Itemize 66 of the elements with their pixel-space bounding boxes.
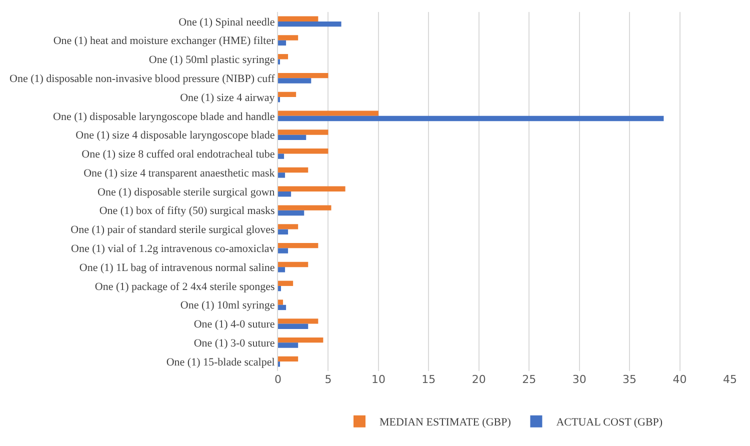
y-tick-label: One (1) size 8 cuffed oral endotracheal tube (82, 148, 275, 161)
y-tick-label: One (1) 4-0 suture (194, 318, 275, 331)
x-tick-label: 5 (324, 373, 332, 386)
bar (278, 167, 308, 173)
bar (278, 286, 282, 292)
bar (278, 267, 286, 272)
bar (278, 130, 328, 135)
bar (278, 116, 664, 122)
x-tick-label: 45 (723, 373, 737, 386)
bar (278, 342, 298, 348)
bar (278, 72, 328, 78)
x-tick-label: 10 (371, 373, 386, 386)
bar (278, 337, 324, 343)
y-tick-label: One (1) package of 2 4x4 sterile sponges (94, 280, 275, 293)
bar (278, 16, 318, 22)
y-tick-label: One (1) disposable non-invasive blood pressure (NIBP) cuff (10, 72, 276, 85)
bar (278, 356, 298, 362)
y-tick-label: One (1) size 4 disposable laryngoscope blade (76, 130, 275, 142)
bar (278, 324, 308, 329)
y-tick-label: One (1) 1L bag of intravenous normal saline (79, 262, 275, 274)
bar (278, 304, 286, 310)
bar (278, 54, 288, 60)
bar (278, 35, 298, 40)
bar (278, 78, 312, 84)
bar (278, 229, 288, 234)
x-tick-label: 30 (572, 373, 586, 386)
bar (278, 242, 318, 248)
bar (278, 92, 296, 98)
y-tick-label: One (1) 3-0 suture (194, 338, 275, 350)
x-tick-label: 15 (422, 373, 436, 386)
legend-label: MEDIAN ESTIMATE (GBP) (380, 416, 512, 429)
y-tick-label: One (1) pair of standard sterile surgical gloves (70, 224, 275, 236)
bar (278, 300, 284, 305)
y-tick-label: One (1) Spinal needle (178, 16, 275, 28)
y-tick-label: One (1) size 4 transparent anaesthetic mask (84, 167, 276, 180)
bar (278, 224, 298, 230)
bar (278, 154, 284, 159)
bar (278, 205, 332, 210)
bar (278, 134, 306, 140)
y-tick-label: One (1) heat and moisture exchanger (HME) filter (53, 35, 276, 48)
y-tick-label: One (1) box of fifty (50) surgical masks (99, 205, 275, 218)
bar (278, 186, 346, 192)
bar (278, 318, 318, 324)
y-tick-label: One (1) 15-blade scalpel (166, 356, 275, 368)
y-tick-label: One (1) disposable sterile surgical gown (98, 186, 276, 198)
bar (278, 21, 342, 27)
bar (278, 280, 294, 286)
bar (278, 192, 292, 197)
x-tick-label: 0 (274, 373, 282, 386)
y-tick-label: One (1) size 4 airway (180, 92, 276, 104)
bar (278, 148, 328, 154)
x-tick-label: 35 (622, 373, 637, 386)
bar (278, 172, 286, 178)
legend-label: ACTUAL COST (GBP) (556, 416, 663, 429)
y-tick-label: One (1) 10ml syringe (180, 300, 275, 312)
bar (278, 262, 308, 268)
y-tick-label: One (1) 50ml plastic syringe (148, 54, 275, 66)
bar (278, 248, 288, 254)
x-tick-label: 20 (472, 373, 486, 386)
y-tick-label: One (1) disposable laryngoscope blade and handle (53, 110, 275, 123)
y-tick-label: One (1) vial of 1.2g intravenous co-amoxiclav (71, 243, 276, 256)
bar (278, 210, 304, 216)
bar (278, 110, 378, 116)
bar (278, 40, 286, 46)
x-tick-label: 40 (672, 373, 687, 386)
x-tick-label: 25 (522, 373, 536, 386)
